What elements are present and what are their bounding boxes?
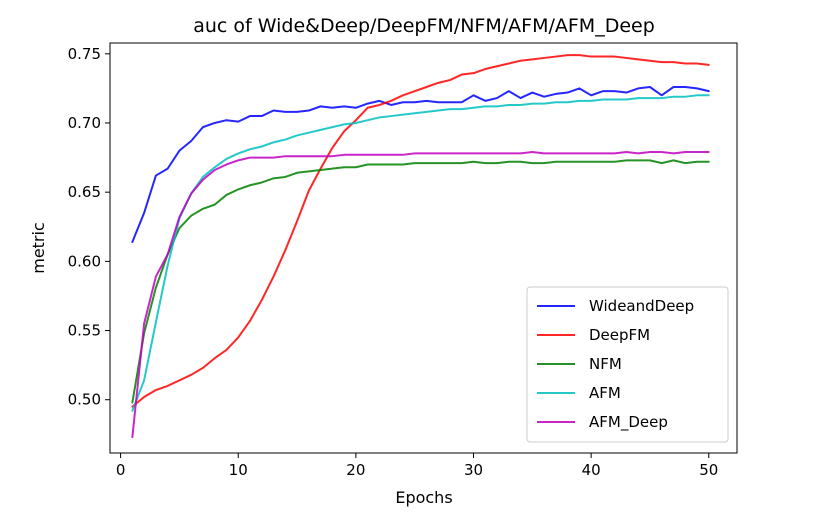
plot-lines — [131, 54, 710, 439]
x-tick-label: 50 — [699, 461, 718, 479]
series-line-deepfm — [131, 54, 710, 408]
legend-label-afm: AFM — [589, 384, 621, 402]
legend-label-wideanddeep: WideandDeep — [589, 297, 694, 315]
x-tick-label: 30 — [464, 461, 483, 479]
legend: WideandDeep DeepFM NFM AFM AFM_Deep — [526, 286, 729, 443]
legend-label-nfm: NFM — [589, 355, 622, 373]
x-axis-label: Epochs — [395, 488, 452, 507]
x-tick-label: 20 — [346, 461, 365, 479]
y-tick-label: 0.50 — [68, 391, 101, 409]
legend-label-afm-deep: AFM_Deep — [589, 413, 668, 432]
y-tick-label: 0.55 — [68, 322, 101, 340]
y-tick-label: 0.60 — [68, 252, 101, 270]
legend-box — [526, 286, 729, 443]
y-axis-label: metric — [29, 222, 48, 274]
y-tick-label: 0.65 — [68, 183, 101, 201]
series-line-wideanddeep — [131, 86, 710, 243]
plot-frame — [109, 42, 738, 454]
series-line-afm-deep — [131, 151, 710, 439]
y-tick-label: 0.70 — [68, 114, 101, 132]
series-line-nfm — [131, 159, 710, 404]
series-line-afm — [131, 94, 710, 412]
x-tick-label: 0 — [116, 461, 126, 479]
legend-label-deepfm: DeepFM — [589, 326, 650, 344]
axis-ticks: 0 10 20 30 40 50 0.50 0.55 0.60 0.65 0.70 0.75 — [68, 45, 719, 479]
x-tick-label: 40 — [582, 461, 601, 479]
y-tick-label: 0.75 — [68, 45, 101, 63]
chart-title: auc of Wide&Deep/DeepFM/NFM/AFM/AFM_Deep — [193, 15, 655, 37]
x-tick-label: 10 — [229, 461, 248, 479]
